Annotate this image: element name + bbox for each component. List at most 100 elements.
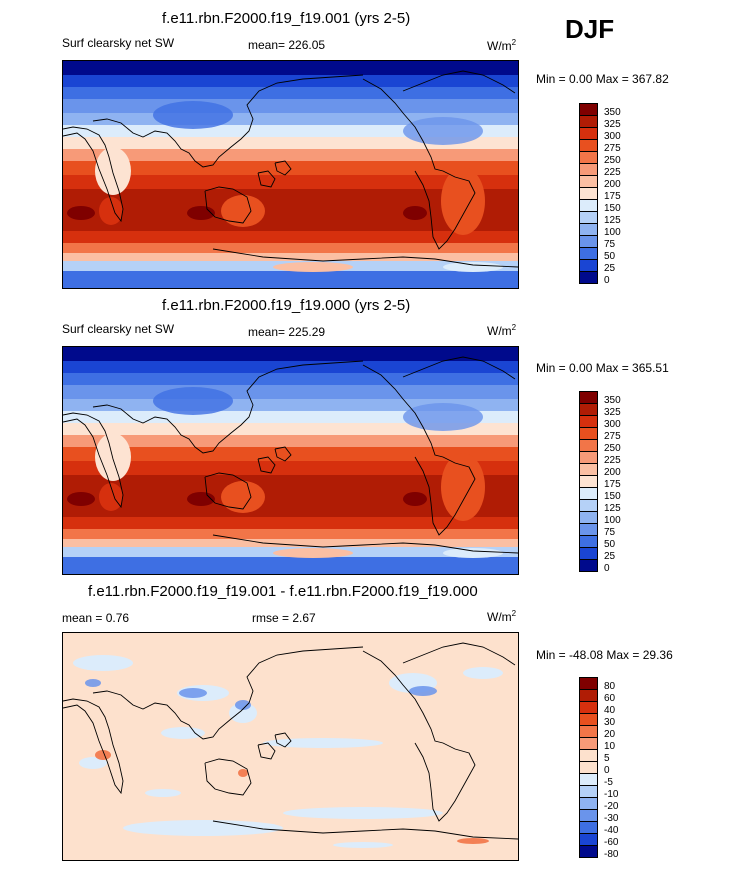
colorbar-tick-label: 300 — [604, 419, 621, 430]
colorbar-tick-label: 250 — [604, 155, 621, 166]
field-feature — [441, 453, 485, 521]
panel-3-rmse: rmse = 2.67 — [252, 611, 316, 625]
field-band — [63, 539, 518, 547]
field-feature — [463, 667, 503, 679]
colorbar-tick-label: 50 — [604, 251, 616, 262]
field-band — [63, 271, 518, 288]
panel-2-field-label: Surf clearsky net SW — [62, 322, 175, 336]
coastline — [274, 732, 292, 748]
field-feature — [273, 262, 353, 272]
panel-1-map — [62, 60, 519, 289]
panel-2-minmax: Min = 0.00 Max = 365.51 — [536, 361, 669, 375]
field-band — [63, 385, 518, 399]
field-feature — [457, 838, 489, 844]
colorbar-tick-label: 5 — [604, 753, 610, 764]
field-feature — [99, 483, 123, 511]
coastline — [274, 160, 292, 176]
coastline — [257, 742, 276, 760]
coastline — [92, 74, 364, 168]
colorbar-tick-label: -60 — [604, 837, 619, 848]
panel-1-colorbar: 350 325 300 275 250 225 200 175 150 125 100 75 50 25 0 — [579, 103, 639, 286]
colorbar-tick-label: 175 — [604, 191, 621, 202]
field-feature — [73, 655, 133, 671]
coastline — [63, 412, 124, 509]
field-feature — [283, 807, 443, 819]
colorbar-tick-label: 125 — [604, 503, 621, 514]
field-feature — [333, 842, 393, 848]
field-band — [63, 137, 518, 149]
field-band — [63, 99, 518, 113]
field-feature — [85, 679, 101, 687]
colorbar-cell — [579, 559, 598, 572]
colorbar-tick-label: 40 — [604, 705, 616, 716]
colorbar-tick-label: -30 — [604, 813, 619, 824]
coastline — [63, 698, 124, 795]
field-feature — [221, 481, 265, 513]
field-feature — [409, 686, 437, 696]
field-feature — [145, 789, 181, 797]
colorbar-tick-label: 10 — [604, 741, 616, 752]
coastline — [212, 534, 518, 554]
colorbar-tick-label: -10 — [604, 789, 619, 800]
field-feature — [441, 167, 485, 235]
panel-3-mean: mean = 0.76 — [62, 611, 130, 625]
coastline — [92, 646, 364, 740]
field-feature — [79, 757, 107, 769]
colorbar-tick-label: 225 — [604, 167, 621, 178]
coastline — [274, 446, 292, 462]
colorbar-tick-label: 20 — [604, 729, 616, 740]
colorbar-tick-label: 225 — [604, 455, 621, 466]
field-band — [63, 61, 518, 75]
colorbar-tick-label: -5 — [604, 777, 613, 788]
field-feature — [403, 492, 427, 506]
field-feature — [443, 262, 503, 272]
colorbar-tick-label: 200 — [604, 179, 621, 190]
colorbar-tick-label: 25 — [604, 551, 616, 562]
field-feature — [403, 206, 427, 220]
field-band — [63, 243, 518, 253]
field-band — [63, 175, 518, 189]
panel-2-map — [62, 346, 519, 575]
panel-3-units: W/m2 — [487, 609, 517, 624]
colorbar-tick-label: 75 — [604, 239, 616, 250]
panel-2-units: W/m2 — [487, 323, 517, 338]
coastline — [63, 126, 124, 223]
field-feature — [99, 197, 123, 225]
colorbar-tick-label: 50 — [604, 539, 616, 550]
coastline — [204, 186, 252, 224]
field-feature — [238, 769, 248, 777]
colorbar-tick-label: 100 — [604, 515, 621, 526]
coastline — [257, 456, 276, 474]
field-band — [63, 347, 518, 361]
coastline — [362, 364, 476, 536]
colorbar-tick-label: 300 — [604, 131, 621, 142]
field-feature — [273, 548, 353, 558]
coastline — [212, 820, 518, 840]
field-band — [63, 517, 518, 529]
panel-2-colorbar: 350 325 300 275 250 225 200 175 150 125 100 75 50 25 0 — [579, 391, 639, 574]
field-feature — [95, 147, 131, 195]
field-feature — [161, 727, 205, 739]
colorbar-tick-label: 325 — [604, 119, 621, 130]
colorbar-tick-label: 30 — [604, 717, 616, 728]
colorbar-tick-label: 25 — [604, 263, 616, 274]
colorbar-tick-label: 350 — [604, 107, 621, 118]
colorbar-tick-label: 275 — [604, 143, 621, 154]
colorbar-tick-label: 0 — [604, 765, 610, 776]
panel-2-title: f.e11.rbn.F2000.f19_f19.000 (yrs 2-5) — [162, 297, 411, 314]
coastline — [204, 758, 252, 796]
panel-1-units: W/m2 — [487, 38, 517, 53]
field-feature — [153, 101, 233, 129]
field-feature — [443, 548, 503, 558]
colorbar-tick-label: 75 — [604, 527, 616, 538]
coastline — [204, 472, 252, 510]
colorbar-tick-label: 250 — [604, 443, 621, 454]
panel-1-minmax: Min = 0.00 Max = 367.82 — [536, 72, 669, 86]
coastline — [402, 356, 516, 380]
field-feature — [95, 433, 131, 481]
colorbar-tick-label: 0 — [604, 275, 610, 286]
field-feature — [179, 688, 207, 698]
field-band — [63, 529, 518, 539]
field-feature — [67, 206, 95, 220]
field-feature — [153, 387, 233, 415]
